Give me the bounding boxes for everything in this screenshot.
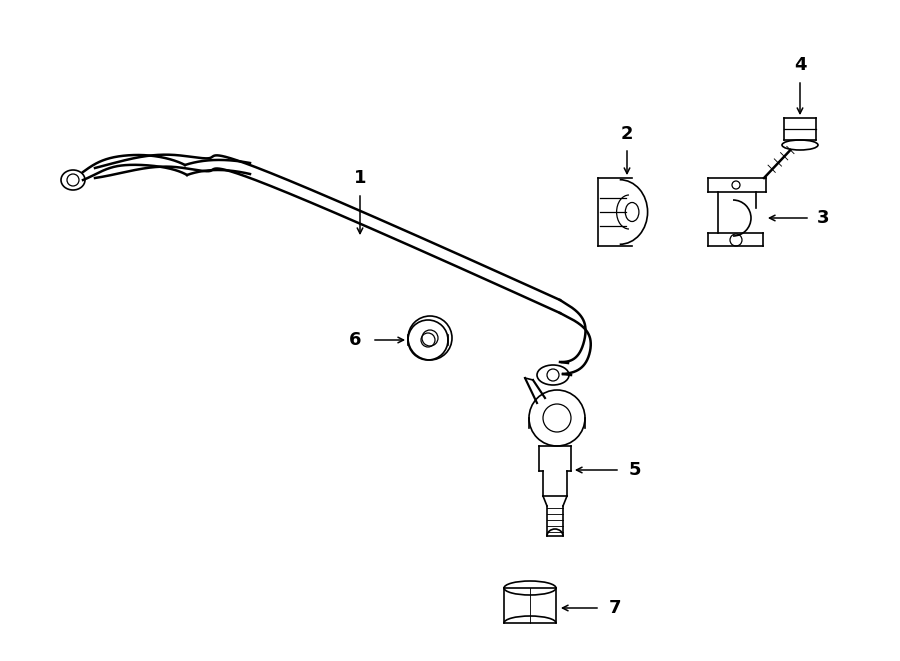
Text: 6: 6 [349,331,361,349]
Text: 2: 2 [621,125,634,143]
Text: 7: 7 [608,599,621,617]
Text: 1: 1 [354,169,366,187]
Text: 3: 3 [817,209,829,227]
Text: 4: 4 [794,56,806,74]
Text: 5: 5 [629,461,641,479]
